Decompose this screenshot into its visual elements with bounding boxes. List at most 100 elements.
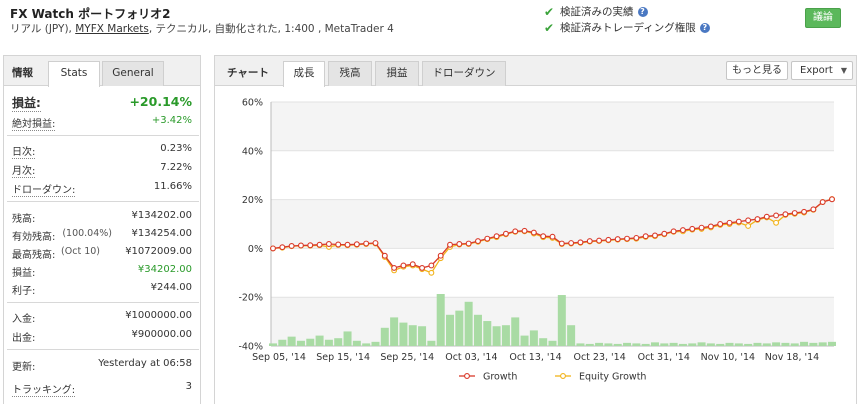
- volume-bar: [744, 343, 753, 346]
- stat-value: ¥34202.00: [137, 264, 192, 275]
- growth-point: [270, 245, 276, 252]
- account-details: , テクニカル, 自動化された, 1:400 , MetaTrader 4: [148, 23, 394, 35]
- volume-bar: [576, 343, 585, 346]
- stat-value: ¥1072009.00: [125, 246, 192, 257]
- divider: [7, 349, 199, 350]
- help-icon[interactable]: ?: [637, 6, 648, 17]
- stat-label[interactable]: ドローダウン:: [12, 181, 76, 197]
- checkmark-icon: ✔: [544, 20, 555, 35]
- more-button[interactable]: もっと見る: [726, 61, 788, 80]
- broker-link[interactable]: MYFX Markets: [75, 23, 149, 35]
- export-dropdown[interactable]: Export ▼: [791, 61, 853, 80]
- tab-balance[interactable]: 残高: [328, 61, 372, 86]
- volume-bar: [520, 335, 529, 346]
- verified-track-record-label: 検証済みの実績: [560, 6, 634, 18]
- tab-drawdown[interactable]: ドローダウン: [422, 61, 506, 86]
- stat-label[interactable]: 月次:: [12, 162, 36, 178]
- info-panel-title: 情報: [12, 67, 33, 79]
- stat-monthly: 月次: 7.22%: [12, 162, 192, 178]
- growth-point: [456, 241, 463, 247]
- equity-growth-point: [773, 219, 780, 226]
- checkmark-icon: ✔: [544, 4, 555, 19]
- stat-highest: 最高残高: (Oct 10) ¥1072009.00: [12, 246, 192, 262]
- stat-label[interactable]: トラッキング:: [12, 381, 76, 397]
- growth-point: [530, 229, 537, 236]
- volume-bar: [418, 326, 427, 346]
- volume-bar: [567, 325, 576, 346]
- stat-balance: 残高: ¥134202.00: [12, 210, 192, 226]
- volume-bar: [688, 343, 697, 346]
- equity-growth-point: [428, 269, 435, 276]
- stat-value: 0.23%: [160, 143, 192, 154]
- tab-general[interactable]: General: [102, 61, 164, 86]
- growth-point: [726, 219, 733, 226]
- stat-note: (100.04%): [62, 228, 112, 239]
- volume-bar: [501, 325, 510, 346]
- growth-point: [400, 262, 407, 269]
- discuss-button[interactable]: 議論: [805, 8, 841, 28]
- stat-profit: 損益: ¥34202.00: [12, 264, 192, 280]
- tab-profit[interactable]: 損益: [375, 61, 419, 86]
- chart-tabbar: チャート 成長 残高 損益 ドローダウン もっと見る Export ▼: [215, 56, 856, 87]
- stat-interest: 利子: ¥244.00: [12, 282, 192, 298]
- growth-point: [428, 262, 435, 269]
- y-tick-label: 60%: [242, 98, 263, 109]
- x-tick-label: Sep 15, '14: [316, 352, 370, 363]
- stat-abs-gain: 絶対損益: +3.42%: [12, 115, 192, 131]
- volume-bar: [278, 339, 287, 346]
- x-tick-label: Nov 18, '14: [765, 352, 819, 363]
- growth-point: [586, 238, 593, 245]
- stat-value: ¥134202.00: [131, 210, 192, 221]
- growth-point: [391, 264, 398, 271]
- x-tick-label: Oct 03, '14: [445, 352, 497, 363]
- volume-bar: [380, 327, 389, 346]
- tab-growth[interactable]: 成長: [283, 61, 325, 87]
- stat-gain: 損益: +20.14%: [12, 94, 192, 112]
- grid-band: [271, 297, 834, 346]
- chart-panel-title: チャート: [227, 67, 269, 79]
- x-tick-label: Oct 31, '14: [638, 352, 690, 363]
- x-tick-label: Sep 25, '14: [380, 352, 434, 363]
- stat-withdrawals: 出金: ¥900000.00: [12, 329, 192, 345]
- growth-point: [484, 235, 491, 242]
- stat-label[interactable]: 日次:: [12, 143, 36, 159]
- volume-bar: [492, 326, 501, 346]
- stat-label[interactable]: 絶対損益:: [12, 115, 56, 131]
- growth-point: [661, 230, 668, 237]
- y-tick-label: -20%: [238, 293, 263, 304]
- growth-point: [279, 244, 286, 251]
- y-tick-label: 0%: [248, 244, 263, 255]
- y-tick-label: 40%: [242, 146, 263, 157]
- help-icon[interactable]: ?: [699, 22, 710, 33]
- growth-point: [679, 227, 686, 234]
- legend-marker: [464, 373, 470, 379]
- x-tick-label: Oct 13, '14: [509, 352, 561, 363]
- growth-point: [596, 237, 603, 244]
- volume-bar: [390, 317, 399, 346]
- verified-track-record: ✔ 検証済みの実績 ?: [544, 4, 648, 19]
- legend-marker: [560, 373, 566, 379]
- volume-bar: [828, 341, 836, 346]
- volume-bar: [734, 343, 743, 346]
- volume-bar: [557, 295, 566, 346]
- growth-point: [372, 240, 379, 246]
- growth-point: [419, 264, 426, 271]
- growth-point: [614, 236, 621, 243]
- growth-point: [829, 196, 835, 203]
- stat-deposits: 入金: ¥1000000.00: [12, 310, 192, 326]
- stat-equity: 有効残高: (100.04%) ¥134254.00: [12, 228, 192, 244]
- legend-equity-growth: Equity Growth: [579, 372, 646, 383]
- stat-label: 入金:: [12, 314, 36, 325]
- stat-value: ¥244.00: [150, 282, 192, 293]
- stat-label[interactable]: 損益:: [12, 96, 41, 112]
- growth-point: [773, 212, 780, 219]
- x-tick-label: Nov 10, '14: [701, 352, 755, 363]
- growth-point: [297, 242, 304, 249]
- volume-bar: [706, 343, 715, 346]
- y-tick-label: 20%: [242, 195, 263, 206]
- tab-stats[interactable]: Stats: [48, 61, 100, 87]
- growth-point: [791, 210, 798, 216]
- growth-point: [512, 228, 519, 235]
- growth-point: [735, 218, 742, 225]
- volume-bar: [772, 342, 781, 346]
